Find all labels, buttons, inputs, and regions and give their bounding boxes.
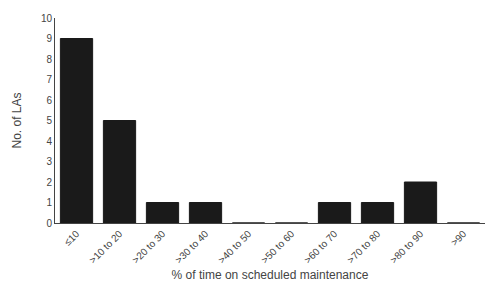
svg-text:8: 8 [46,54,52,65]
svg-text:2: 2 [46,177,52,188]
svg-text:No. of LAs: No. of LAs [10,92,24,148]
svg-text:>20 to 30: >20 to 30 [130,228,168,266]
svg-text:6: 6 [46,95,52,106]
svg-text:≤10: ≤10 [62,228,82,248]
svg-text:5: 5 [46,115,52,126]
svg-text:>70 to 80: >70 to 80 [345,228,383,266]
svg-text:>80 to 90: >80 to 90 [388,228,426,266]
svg-text:>60 to 70: >60 to 70 [302,228,340,266]
svg-text:>50 to 60: >50 to 60 [259,228,297,266]
svg-text:10: 10 [41,13,53,24]
svg-text:4: 4 [46,136,52,147]
svg-text:0: 0 [46,218,52,229]
svg-text:>90: >90 [449,228,469,248]
svg-text:% of time on scheduled mainten: % of time on scheduled maintenance [172,268,369,282]
svg-text:>30 to 40: >30 to 40 [173,228,211,266]
svg-text:3: 3 [46,156,52,167]
svg-text:>40 to 50: >40 to 50 [216,228,254,266]
svg-text:1: 1 [46,197,52,208]
svg-text:9: 9 [46,33,52,44]
svg-text:7: 7 [46,74,52,85]
svg-text:>10 to 20: >10 to 20 [87,228,125,266]
